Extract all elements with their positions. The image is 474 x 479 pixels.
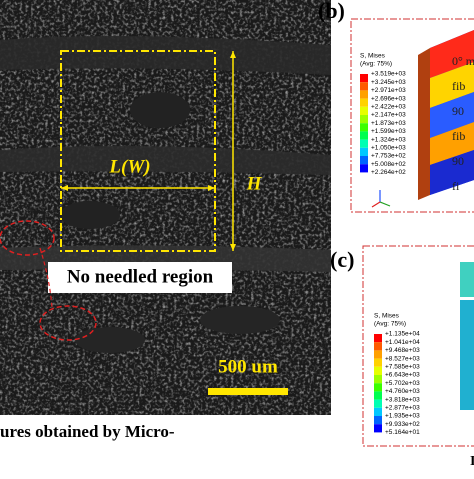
- connector: [39, 247, 53, 309]
- legend-value: +5.164e+01: [385, 429, 420, 436]
- legend-value: +5.008e+02: [371, 161, 406, 168]
- legend-value: +1.041e+04: [385, 339, 420, 346]
- layer-label: 90: [452, 154, 464, 168]
- color-band: [360, 106, 368, 115]
- legend-subtitle: (Avg: 75%): [374, 321, 406, 328]
- legend-value: +2.696e+03: [371, 95, 406, 102]
- height-label: H: [246, 173, 263, 194]
- scale-label: 500 um: [218, 356, 278, 377]
- layer-label: fib: [452, 129, 465, 143]
- color-band: [360, 82, 368, 91]
- color-band: [374, 375, 382, 384]
- legend-value: +9.933e+02: [385, 421, 420, 428]
- color-band: [360, 164, 368, 173]
- legend-title: S, Mises: [374, 313, 400, 320]
- legend-title: S, Mises: [360, 53, 386, 60]
- legend-value: +3.519e+03: [371, 71, 406, 78]
- color-band: [360, 131, 368, 140]
- color-band: [360, 115, 368, 124]
- legend-value: +9.468e+03: [385, 347, 420, 354]
- color-band: [374, 399, 382, 408]
- legend-subtitle: (Avg: 75%): [360, 61, 392, 68]
- color-band: [374, 424, 382, 433]
- legend-value: +6.643e+03: [385, 372, 420, 379]
- legend-value: +4.760e+03: [385, 388, 420, 395]
- highlight-ellipse: [39, 305, 97, 341]
- legend-value: +3.818e+03: [385, 396, 420, 403]
- legend-value: +1.050e+03: [371, 145, 406, 152]
- legend-value: +7.753e+02: [371, 153, 406, 160]
- legend-value: +3.245e+03: [371, 79, 406, 86]
- legend-value: +1.324e+03: [371, 136, 406, 143]
- color-band: [360, 156, 368, 165]
- color-band: [374, 366, 382, 375]
- color-band: [374, 416, 382, 425]
- color-band: [374, 350, 382, 359]
- unit-cell-box: [60, 50, 216, 252]
- region-label: No needled region: [67, 266, 214, 287]
- fragment: I: [470, 454, 474, 469]
- legend-value: +2.971e+03: [371, 87, 406, 94]
- color-band: [360, 74, 368, 83]
- ct-image: [0, 0, 331, 415]
- legend-value: +8.527e+03: [385, 355, 420, 362]
- highlight-ellipse: [0, 220, 55, 256]
- legend-value: +7.585e+03: [385, 364, 420, 371]
- legend-value: +1.935e+03: [385, 413, 420, 420]
- color-band: [374, 358, 382, 367]
- color-band: [360, 147, 368, 156]
- layer-label: fi: [452, 179, 460, 193]
- legend: S, Mises(Avg: 75%)+1.135e+04+1.041e+04+9…: [374, 313, 420, 436]
- panel-label: (c): [330, 247, 354, 272]
- label-box: [48, 262, 232, 293]
- layer-label: 0° m: [452, 54, 474, 68]
- axis-triad: [371, 190, 391, 208]
- color-band: [374, 342, 382, 351]
- legend-value: +1.599e+03: [371, 128, 406, 135]
- legend-value: +2.877e+03: [385, 405, 420, 412]
- color-band: [360, 90, 368, 99]
- legend-value: +2.422e+03: [371, 104, 406, 111]
- caption: ures obtained by Micro-: [0, 422, 175, 441]
- color-band: [374, 407, 382, 416]
- color-band: [360, 139, 368, 148]
- panel-label: (b): [318, 0, 345, 23]
- color-band: [360, 98, 368, 107]
- layer-labels: 0° m fib 90 fib 90 fi: [452, 54, 474, 193]
- legend-value: +2.264e+02: [371, 169, 406, 176]
- scale-bar: [208, 388, 288, 395]
- width-label: L(W): [108, 156, 150, 177]
- legend-value: +1.873e+03: [371, 120, 406, 127]
- legend-value: +5.702e+03: [385, 380, 420, 387]
- legend: S, Mises(Avg: 75%)+3.519e+03+3.245e+03+2…: [360, 53, 406, 176]
- layer-label: fib: [452, 79, 465, 93]
- legend-value: +2.147e+03: [371, 112, 406, 119]
- model-3d: [460, 262, 474, 410]
- color-band: [374, 334, 382, 343]
- color-band: [374, 391, 382, 400]
- color-band: [360, 123, 368, 132]
- legend-value: +1.135e+04: [385, 331, 420, 338]
- color-band: [374, 383, 382, 392]
- model-3d: [418, 30, 474, 200]
- layer-label: 90: [452, 104, 464, 118]
